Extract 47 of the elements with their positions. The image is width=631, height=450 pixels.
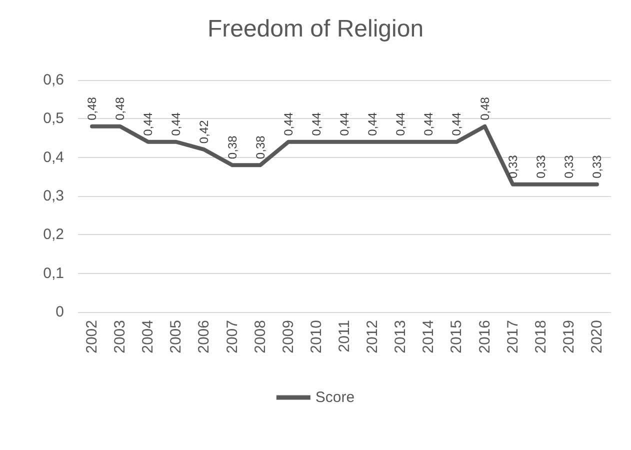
x-tick-label: 2017 xyxy=(504,320,522,354)
x-tick-label: 2016 xyxy=(476,320,494,354)
x-tick-label: 2015 xyxy=(448,320,466,354)
data-label: 0,44 xyxy=(281,112,296,136)
x-tick-label: 2014 xyxy=(420,320,438,354)
data-label: 0,44 xyxy=(394,112,408,136)
data-label: 0,44 xyxy=(422,112,436,136)
data-label: 0,44 xyxy=(141,112,156,136)
x-tick-label: 2019 xyxy=(560,320,578,354)
data-label: 0,44 xyxy=(366,112,380,136)
data-label: 0,48 xyxy=(85,96,100,120)
x-tick-label: 2010 xyxy=(308,320,325,354)
y-tick-label: 0,5 xyxy=(43,110,64,128)
data-label: 0,38 xyxy=(253,135,268,160)
data-label: 0,44 xyxy=(169,112,184,136)
x-tick-label: 2006 xyxy=(196,320,213,354)
x-tick-label: 2009 xyxy=(280,320,297,354)
x-tick-label: 2003 xyxy=(112,320,129,354)
data-label: 0,33 xyxy=(534,154,548,178)
data-label: 0,48 xyxy=(478,96,492,120)
x-tick-label: 2002 xyxy=(84,320,101,354)
chart-title: Freedom of Religion xyxy=(207,16,424,42)
y-tick-label: 0,2 xyxy=(43,226,64,244)
data-label: 0,44 xyxy=(338,112,352,136)
y-tick-label: 0 xyxy=(56,304,64,320)
data-label: 0,44 xyxy=(450,112,464,136)
x-tick-label: 2018 xyxy=(532,320,550,354)
x-tick-label: 2020 xyxy=(588,320,606,354)
data-label: 0,33 xyxy=(562,154,576,178)
data-label: 0,48 xyxy=(113,96,128,120)
y-tick-label: 0,3 xyxy=(43,188,64,204)
y-tick-label: 0,4 xyxy=(43,148,64,166)
data-label: 0,33 xyxy=(590,154,604,178)
x-tick-label: 2005 xyxy=(168,320,185,354)
y-tick-label: 0,6 xyxy=(43,72,64,88)
data-label: 0,42 xyxy=(197,120,212,144)
x-tick-label: 2011 xyxy=(336,320,353,352)
data-label: 0,33 xyxy=(506,154,520,178)
x-tick-label: 2004 xyxy=(140,320,157,354)
x-tick-label: 2013 xyxy=(392,320,410,354)
x-tick-label: 2007 xyxy=(224,320,241,354)
x-tick-label: 2008 xyxy=(252,320,269,354)
y-tick-label: 0,1 xyxy=(43,264,64,282)
x-tick-label: 2012 xyxy=(364,320,382,354)
data-label: 0,44 xyxy=(309,112,324,136)
data-label: 0,38 xyxy=(225,135,240,160)
legend-label: Score xyxy=(315,389,355,406)
